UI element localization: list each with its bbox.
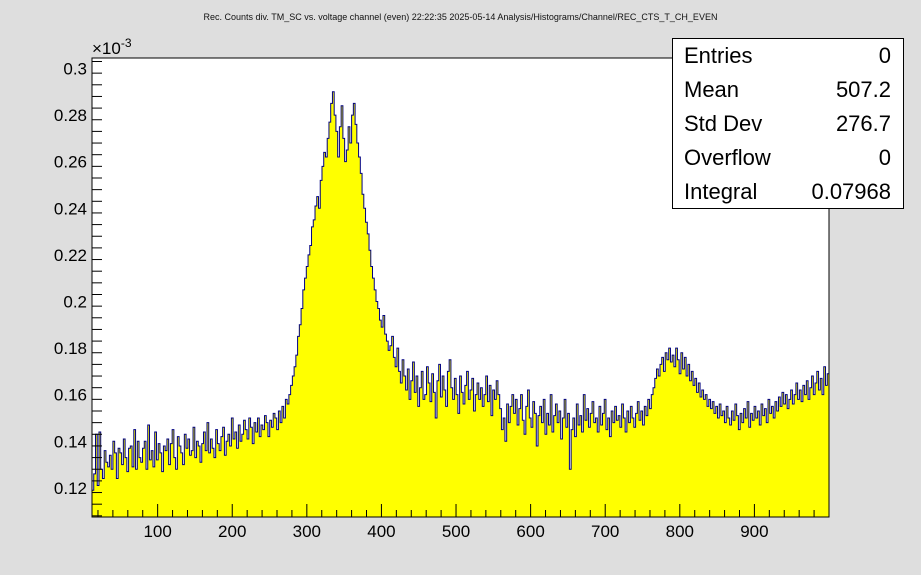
x-tick-label: 700 (591, 522, 619, 541)
y-axis: 0.12 0.14 0.16 0.18 0.2 0.22 0.24 0.26 0.28 0.3 (54, 59, 102, 517)
stats-value: 0.07968 (811, 179, 891, 204)
stats-row-integral: Integral 0.07968 (673, 175, 903, 209)
y-tick-label: 0.12 (54, 479, 87, 498)
y-tick-label: 0.28 (54, 106, 87, 125)
stats-label: Overflow (684, 145, 771, 170)
plot-frame (91, 57, 830, 518)
x-tick-label: 800 (666, 522, 694, 541)
x-tick-label: 600 (516, 522, 544, 541)
stats-box: Entries 0 Mean 507.2 Std Dev 276.7 Overflow 0 In… (672, 38, 904, 209)
stats-row-mean: Mean 507.2 (673, 73, 903, 107)
x-axis: 100 200 300 400 500 600 700 800 900 (97, 504, 830, 541)
histogram-title: Rec. Counts div. TM_SC vs. voltage chann… (203, 12, 718, 22)
x-tick-label: 900 (740, 522, 768, 541)
y-tick-label: 0.26 (54, 153, 87, 172)
x-tick-label: 100 (143, 522, 171, 541)
stats-value: 0 (878, 43, 891, 68)
x-tick-label: 500 (442, 522, 470, 541)
stats-row-entries: Entries 0 (673, 39, 903, 73)
stats-row-overflow: Overflow 0 (673, 141, 903, 175)
stats-label: Integral (684, 179, 758, 204)
y-tick-label: 0.3 (63, 59, 87, 78)
stats-row-std-dev: Std Dev 276.7 (673, 107, 903, 141)
y-tick-label: 0.16 (54, 386, 87, 405)
stats-value: 0 (878, 145, 891, 170)
y-tick-label: 0.14 (54, 432, 87, 451)
stats-value: 507.2 (835, 77, 891, 102)
stats-label: Std Dev (684, 111, 763, 136)
stats-label: Mean (684, 77, 740, 102)
x-tick-label: 300 (293, 522, 321, 541)
stats-label: Entries (684, 43, 753, 68)
histogram-outline (92, 91, 829, 491)
y-tick-label: 0.22 (54, 246, 87, 265)
y-tick-label: 0.24 (54, 199, 87, 218)
y-tick-label: 0.18 (54, 339, 87, 358)
x-tick-label: 400 (367, 522, 395, 541)
stats-value: 276.7 (835, 111, 891, 136)
y-exponent-label: ×10-3 (92, 36, 132, 58)
x-tick-label: 200 (218, 522, 246, 541)
y-tick-label: 0.2 (63, 292, 87, 311)
